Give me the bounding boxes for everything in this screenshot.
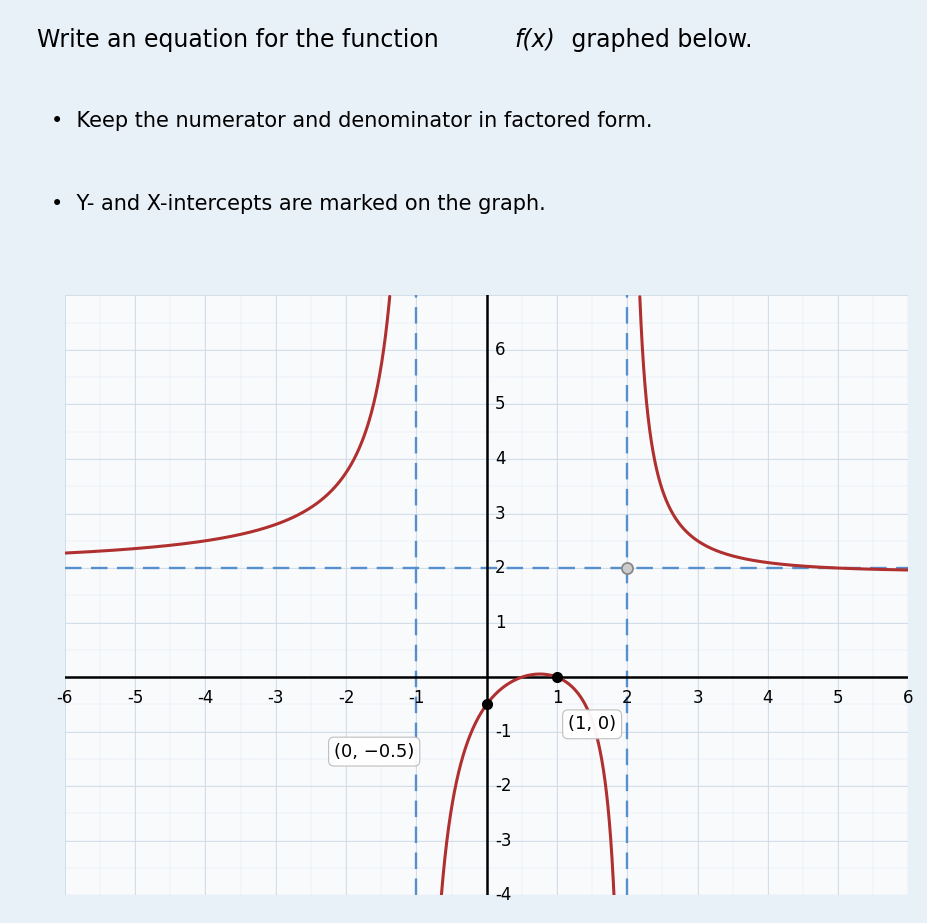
- Text: -6: -6: [57, 689, 73, 707]
- Text: (1, 0): (1, 0): [568, 715, 616, 734]
- Text: -2: -2: [495, 777, 512, 796]
- Text: -1: -1: [408, 689, 425, 707]
- Text: •  Y- and X-intercepts are marked on the graph.: • Y- and X-intercepts are marked on the …: [51, 194, 546, 214]
- Text: 5: 5: [833, 689, 844, 707]
- Text: 4: 4: [495, 450, 505, 468]
- Text: -1: -1: [495, 723, 512, 740]
- Text: f(x): f(x): [514, 28, 555, 52]
- Text: 2: 2: [622, 689, 632, 707]
- Text: -4: -4: [197, 689, 213, 707]
- Text: -4: -4: [495, 886, 512, 905]
- Text: 3: 3: [495, 505, 506, 522]
- Text: 6: 6: [495, 341, 505, 359]
- Text: -3: -3: [495, 832, 512, 850]
- Text: -3: -3: [268, 689, 284, 707]
- Text: (0, −0.5): (0, −0.5): [334, 743, 414, 761]
- Text: 4: 4: [763, 689, 773, 707]
- Text: Write an equation for the function: Write an equation for the function: [37, 28, 446, 52]
- Text: 6: 6: [903, 689, 914, 707]
- Text: 2: 2: [495, 559, 506, 577]
- Text: -5: -5: [127, 689, 144, 707]
- Text: 5: 5: [495, 395, 505, 414]
- Text: •  Keep the numerator and denominator in factored form.: • Keep the numerator and denominator in …: [51, 111, 653, 131]
- Text: graphed below.: graphed below.: [564, 28, 752, 52]
- Text: -2: -2: [337, 689, 354, 707]
- Text: 3: 3: [692, 689, 703, 707]
- Text: 1: 1: [495, 614, 506, 631]
- Text: 1: 1: [552, 689, 563, 707]
